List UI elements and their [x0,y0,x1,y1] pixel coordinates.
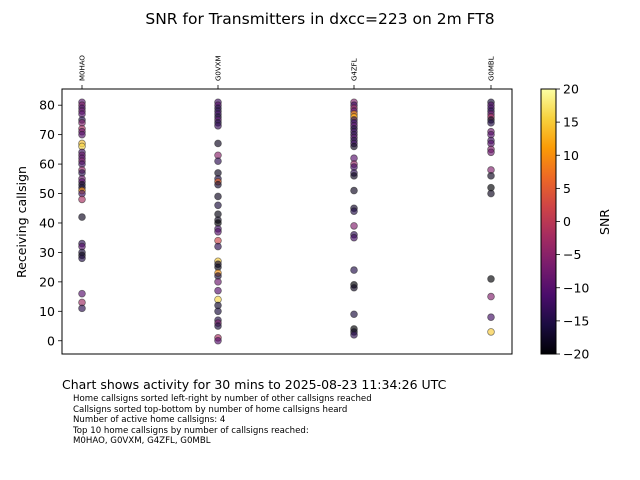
y-tick-label: 70 [39,127,55,142]
scatter-point [214,192,222,201]
colorbar [540,88,557,355]
colorbar-axis: 20 15 10 5 0 −5 −10 −15 −20 [556,82,589,362]
scatter-point [214,242,222,251]
snr-scatter-chart: SNR for Transmitters in dxcc=223 on 2m F… [14,10,612,362]
x-tick-label: G0MBL [488,56,496,81]
colorbar-tick-label: 20 [563,82,579,97]
scatter-point [78,195,86,204]
colorbar-tick-label: −15 [563,313,589,328]
scatter-point [350,207,358,215]
note-line: Home callsigns sorted left-right by numb… [73,394,372,404]
y-tick-label: 30 [39,245,55,260]
scatter-point [78,304,86,313]
scatter-point [487,292,495,301]
y-tick-label: 60 [39,157,55,172]
x-tick-label: G4ZFL [351,58,359,81]
colorbar-tick-label: 15 [563,115,579,130]
y-tick-label: 10 [39,304,55,319]
scatter-point [350,142,358,151]
scatter-point [350,172,358,180]
scatter-point [214,286,222,295]
scatter-point [487,313,495,321]
note-line: Number of active home callsigns: 4 [73,415,226,426]
x-tick-label: M0HAO [79,55,87,81]
colorbar-tick-label: −10 [563,280,589,295]
colorbar-tick-label: −5 [563,247,581,262]
scatter-point [350,222,358,230]
scatter-point [487,275,495,283]
scatter-point [78,289,86,298]
y-axis: 0 10 20 30 40 50 60 70 80 [39,98,62,348]
y-tick-label: 80 [39,98,55,113]
scatter-point [214,336,222,345]
note-line: Top 10 home callsigns by number of calls… [73,425,309,436]
scatter-point [214,180,222,189]
y-tick-label: 50 [39,186,55,201]
scatter-point [214,278,222,286]
scatter-point [78,254,86,263]
scatter-point [350,233,358,242]
y-tick-label: 40 [39,215,55,230]
scatter-point [214,201,222,210]
colorbar-label: SNR [597,209,612,235]
scatter-point [487,148,495,157]
y-axis-label: Receiving callsign [14,166,29,278]
scatter-point [214,122,222,130]
scatter-points [78,98,495,345]
scatter-point [487,172,495,180]
scatter-point [487,119,495,127]
colorbar-tick-label: 10 [563,148,579,163]
scatter-point [350,310,358,319]
scatter-point [78,130,86,139]
scatter-point [487,189,495,198]
note-line: M0HAO, G0VXM, G4ZFL, G0MBL [73,436,211,447]
colorbar-tick-label: −20 [563,347,589,362]
scatter-point [214,157,222,165]
y-tick-label: 20 [39,274,55,289]
colorbar-tick-label: 0 [563,214,571,229]
scatter-point [214,228,222,236]
x-axis-top: M0HAO G0VXM G4ZFL G0MBL [79,55,496,89]
x-tick-label: G0VXM [215,55,223,81]
scatter-point [350,283,358,292]
activity-caption: Chart shows activity for 30 mins to 2025… [62,377,447,392]
scatter-point [350,186,358,195]
chart-notes: Home callsigns sorted left-right by numb… [73,394,372,447]
note-line: Callsigns sorted top-bottom by number of… [73,404,348,415]
scatter-point [214,139,222,148]
scatter-point [214,322,222,330]
scatter-point [350,331,358,339]
scatter-point [350,266,358,274]
scatter-point [78,213,86,221]
colorbar-tick-label: 5 [563,181,571,196]
y-tick-label: 0 [47,333,55,348]
scatter-point [487,328,495,336]
plot-frame [61,88,513,355]
chart-title: SNR for Transmitters in dxcc=223 on 2m F… [145,10,494,28]
scatter-point [214,307,222,316]
